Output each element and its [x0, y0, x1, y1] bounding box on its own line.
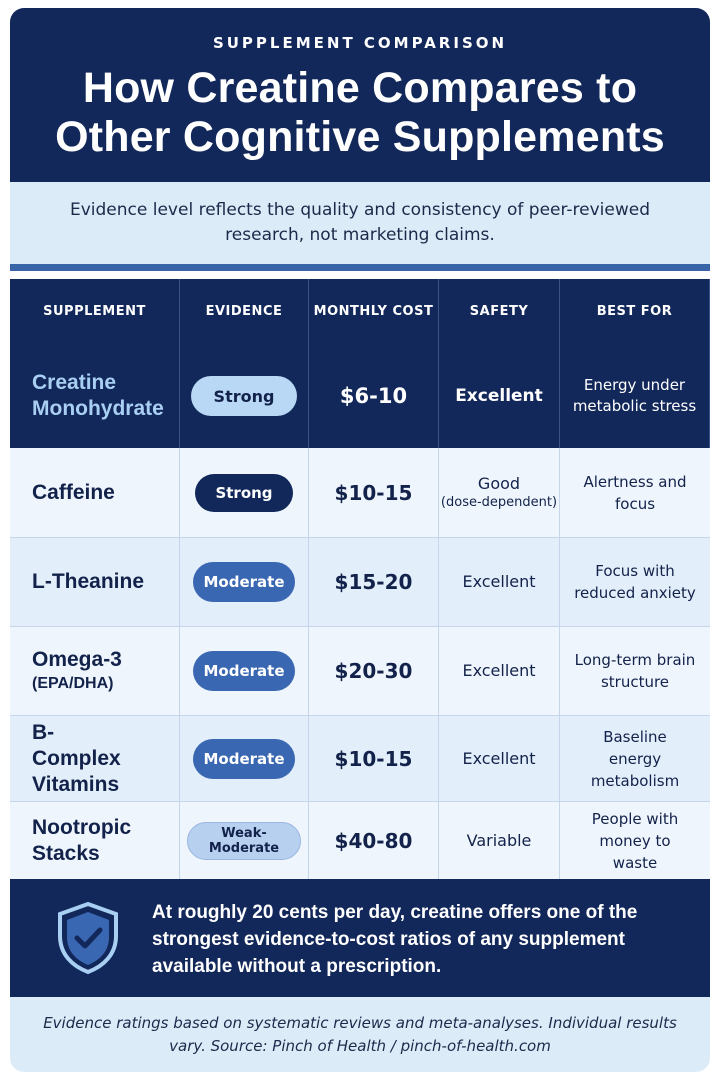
supplement-name: Omega-3 (EPA/DHA): [32, 647, 122, 695]
best-for-text: Energy under metabolic stress: [572, 376, 697, 415]
monthly-cost: $20-30: [334, 659, 413, 683]
evidence-badge: Moderate: [193, 738, 295, 779]
supplement-name: B-Complex Vitamins: [32, 720, 121, 796]
safety-rating-note: (dose-dependent): [440, 494, 558, 510]
column-header-supplement: SUPPLEMENT: [10, 279, 180, 344]
title-line-2: Other Cognitive Supplements: [55, 113, 665, 161]
table-row-creatine: Creatine Monohydrate Strong $6-10 Excell…: [10, 344, 710, 448]
safety-rating: Excellent: [455, 386, 543, 406]
intro-panel: Evidence level reflects the quality and …: [10, 182, 710, 264]
callout-text: At roughly 20 cents per day, creatine of…: [152, 902, 638, 977]
evidence-badge: Moderate: [193, 562, 295, 602]
column-header-monthly-cost: MONTHLY COST: [309, 279, 439, 344]
footer-text: Evidence ratings based on systematic rev…: [43, 1013, 677, 1055]
safety-rating: Excellent: [462, 661, 536, 680]
safety-rating: Good (dose-dependent): [441, 474, 557, 512]
page-title: How Creatine Compares to Other Cognitive…: [10, 64, 710, 162]
table-row-caffeine: Caffeine Strong $10-15 Good (dose-depend…: [10, 448, 710, 538]
evidence-badge: Moderate: [193, 651, 295, 691]
monthly-cost: $15-20: [334, 570, 413, 594]
supplement-name-note: (EPA/DHA): [32, 675, 114, 692]
supplement-name: L-Theanine: [32, 570, 145, 593]
comparison-card: SUPPLEMENT COMPARISON How Creatine Compa…: [10, 8, 710, 1072]
supplement-name: Nootropic Stacks: [32, 815, 132, 865]
supplement-name-main: Omega-3: [32, 648, 122, 671]
monthly-cost: $6-10: [339, 384, 408, 408]
monthly-cost: $40-80: [334, 828, 413, 853]
column-header-best-for: BEST FOR: [560, 279, 710, 344]
divider-rule: [10, 264, 710, 271]
footer-note: Evidence ratings based on systematic rev…: [10, 997, 710, 1072]
table-row-l-theanine: L-Theanine Moderate $15-20 Excellent Foc…: [10, 538, 710, 627]
safety-rating: Excellent: [462, 748, 536, 768]
table-row-omega-3: Omega-3 (EPA/DHA) Moderate $20-30 Excell…: [10, 627, 710, 716]
table-row-b-complex: B-Complex Vitamins Moderate $10-15 Excel…: [10, 716, 710, 802]
evidence-badge: Weak-Moderate: [187, 821, 301, 860]
shield-check-icon: [58, 901, 118, 975]
best-for-text: People with money to waste: [591, 809, 679, 872]
evidence-badge: Strong: [191, 376, 297, 416]
column-header-safety: SAFETY: [439, 279, 560, 344]
best-for-text: Alertness and focus: [583, 472, 687, 513]
monthly-cost: $10-15: [334, 746, 413, 771]
column-header-evidence: EVIDENCE: [180, 279, 309, 344]
best-for-text: Long-term brain structure: [574, 651, 696, 691]
safety-rating-main: Good: [477, 473, 521, 493]
supplement-name: Creatine Monohydrate: [32, 371, 164, 420]
safety-rating: Excellent: [462, 572, 536, 591]
best-for-text: Focus with reduced anxiety: [574, 562, 696, 602]
supplement-name: Caffeine: [32, 480, 115, 504]
safety-rating: Variable: [466, 830, 532, 850]
table-header-row: SUPPLEMENT EVIDENCE MONTHLY COST SAFETY …: [10, 279, 710, 344]
best-for-text: Baseline energy metabolism: [590, 727, 680, 790]
evidence-badge: Strong: [195, 473, 293, 512]
intro-text: Evidence level reflects the quality and …: [69, 200, 651, 245]
table-row-nootropic-stacks: Nootropic Stacks Weak-Moderate $40-80 Va…: [10, 802, 710, 879]
callout-banner: At roughly 20 cents per day, creatine of…: [10, 879, 710, 997]
monthly-cost: $10-15: [334, 480, 413, 505]
title-line-1: How Creatine Compares to: [82, 64, 638, 112]
eyebrow-label: SUPPLEMENT COMPARISON: [212, 34, 508, 52]
header-banner: SUPPLEMENT COMPARISON How Creatine Compa…: [10, 8, 710, 182]
